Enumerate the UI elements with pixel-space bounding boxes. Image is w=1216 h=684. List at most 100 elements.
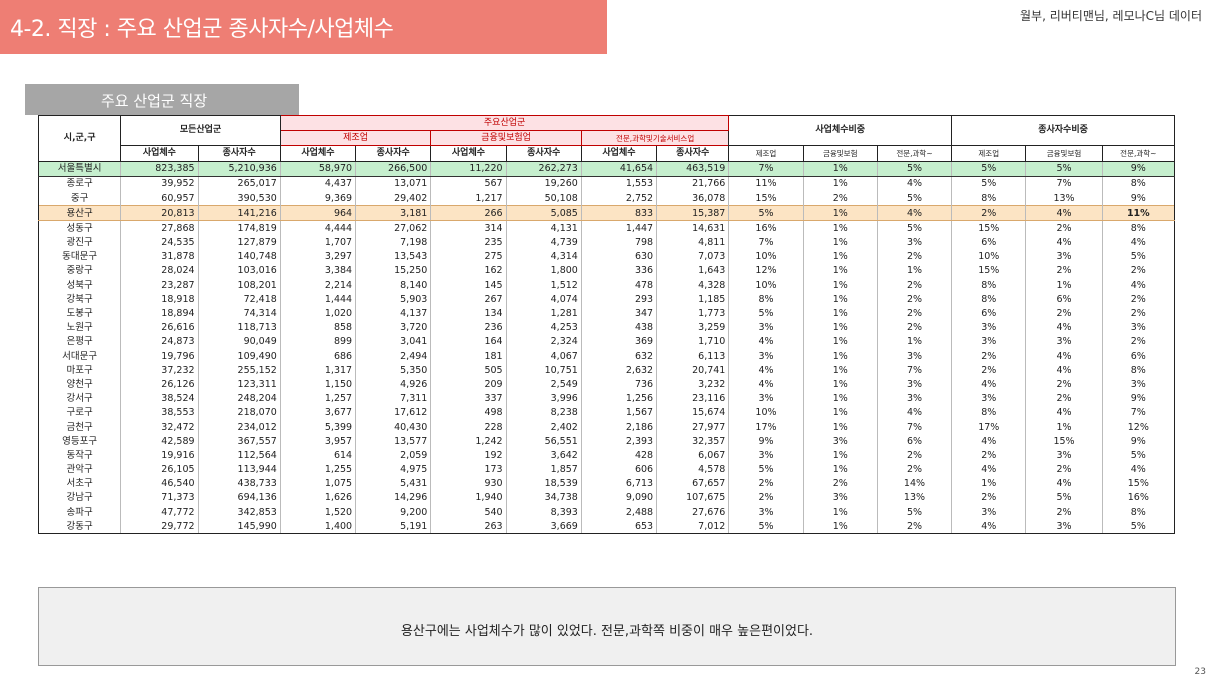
emp-count-cell: 4,926 [355, 377, 432, 392]
ratio-cell: 3% [728, 505, 804, 520]
biz-count-cell: 899 [279, 334, 357, 349]
ratio-cell: 3% [1101, 320, 1176, 335]
emp-count-cell: 342,853 [197, 505, 281, 520]
ratio-cell: 2% [1025, 391, 1103, 406]
table-row: 금천구 32,472 234,012 5,399 40,430 228 2,402 2,186… [37, 419, 1176, 435]
biz-count-cell: 505 [430, 363, 507, 378]
ratio-cell: 9% [1101, 190, 1176, 206]
district-cell: 강남구 [37, 490, 122, 506]
district-cell: 노원구 [37, 320, 122, 335]
biz-count-cell: 173 [430, 462, 507, 477]
emp-count-cell: 1,281 [505, 306, 582, 321]
ratio-cell: 2% [951, 490, 1027, 506]
biz-count-cell: 1,940 [430, 490, 507, 506]
ratio-cell: 3% [802, 434, 878, 449]
ratio-cell: 2% [802, 190, 878, 206]
ratio-cell: 1% [802, 263, 878, 279]
emp-count-cell: 67,657 [656, 476, 730, 491]
ratio-cell: 4% [728, 334, 804, 349]
ratio-cell: 2% [1025, 462, 1103, 477]
district-cell: 구로구 [37, 405, 122, 420]
ratio-cell: 7% [728, 160, 804, 177]
emp-count-cell: 1,710 [656, 334, 730, 349]
ratio-cell: 5% [1101, 519, 1176, 535]
emp-count-cell: 112,564 [197, 448, 281, 463]
biz-count-cell: 314 [430, 220, 507, 236]
table-row: 송파구 47,772 342,853 1,520 9,200 540 8,393 2,488 2… [37, 505, 1176, 520]
emp-count-cell: 118,713 [197, 320, 281, 335]
biz-count-cell: 18,918 [120, 292, 199, 307]
table-row: 동대문구 31,878 140,748 3,297 13,543 275 4,314 630 7… [37, 249, 1176, 264]
table-row: 강남구 71,373 694,136 1,626 14,296 1,940 34,738 9,… [37, 490, 1176, 506]
ratio-cell: 1% [802, 235, 878, 250]
ratio-cell: 4% [1025, 476, 1103, 491]
ratio-cell: 3% [1101, 377, 1176, 392]
ratio-cell: 9% [1101, 391, 1176, 406]
ratio-cell: 5% [1025, 490, 1103, 506]
emp-count-cell: 74,314 [197, 306, 281, 321]
emp-count-cell: 141,216 [197, 205, 281, 222]
emp-count-cell: 5,431 [355, 476, 432, 491]
emp-count-cell: 2,494 [355, 349, 432, 364]
ratio-cell: 3% [876, 391, 953, 406]
ratio-cell: 8% [951, 190, 1027, 206]
emp-count-cell: 34,738 [505, 490, 582, 506]
district-cell: 강동구 [37, 519, 122, 535]
emp-count-cell: 8,238 [505, 405, 582, 420]
emp-count-cell: 4,067 [505, 349, 582, 364]
ratio-cell: 5% [728, 205, 804, 222]
ratio-cell: 2% [1025, 306, 1103, 321]
biz-count-cell: 46,540 [120, 476, 199, 491]
biz-count-cell: 1,075 [279, 476, 357, 491]
emp-count-cell: 3,642 [505, 448, 582, 463]
ratio-cell: 3% [728, 448, 804, 463]
header-emp-count: 종사자수 [656, 145, 730, 162]
emp-count-cell: 109,490 [197, 349, 281, 364]
emp-count-cell: 5,210,936 [197, 160, 281, 177]
ratio-cell: 1% [802, 220, 878, 236]
data-credit: 월부, 리버티맨님, 레모나C님 데이터 [1019, 9, 1202, 23]
ratio-cell: 4% [1025, 363, 1103, 378]
ratio-cell: 3% [876, 235, 953, 250]
district-cell: 광진구 [37, 235, 122, 250]
biz-count-cell: 686 [279, 349, 357, 364]
biz-count-cell: 27,868 [120, 220, 199, 236]
ratio-cell: 3% [876, 377, 953, 392]
biz-count-cell: 145 [430, 278, 507, 293]
ratio-cell: 3% [802, 490, 878, 506]
ratio-cell: 3% [951, 391, 1027, 406]
biz-count-cell: 134 [430, 306, 507, 321]
ratio-cell: 12% [1101, 419, 1176, 435]
district-cell: 은평구 [37, 334, 122, 349]
ratio-cell: 4% [728, 363, 804, 378]
emp-count-cell: 17,612 [355, 405, 432, 420]
ratio-cell: 4% [1025, 349, 1103, 364]
ratio-cell: 15% [1025, 434, 1103, 449]
ratio-cell: 2% [1025, 263, 1103, 279]
ratio-cell: 2% [1101, 292, 1176, 307]
table-row: 동작구 19,916 112,564 614 2,059 192 3,642 428 6,067… [37, 448, 1176, 463]
emp-count-cell: 13,577 [355, 434, 432, 449]
district-cell: 금천구 [37, 419, 122, 435]
header-biz-count: 사업체수 [580, 145, 658, 162]
ratio-cell: 15% [728, 190, 804, 206]
ratio-cell: 3% [1025, 519, 1103, 535]
biz-count-cell: 1,317 [279, 363, 357, 378]
section-tab-label: 주요 산업군 직장 [101, 92, 208, 110]
ratio-cell: 12% [728, 263, 804, 279]
table-row: 서초구 46,540 438,733 1,075 5,431 930 18,539 6,713… [37, 476, 1176, 491]
biz-count-cell: 833 [580, 205, 658, 222]
emp-count-cell: 40,430 [355, 419, 432, 435]
ratio-cell: 2% [728, 476, 804, 491]
emp-count-cell: 14,631 [656, 220, 730, 236]
emp-count-cell: 255,152 [197, 363, 281, 378]
biz-count-cell: 2,393 [580, 434, 658, 449]
table-row: 구로구 38,553 218,070 3,677 17,612 498 8,238 1,567… [37, 405, 1176, 420]
ratio-cell: 4% [1025, 405, 1103, 420]
biz-count-cell: 1,553 [580, 176, 658, 191]
ratio-cell: 2% [876, 320, 953, 335]
header-all-industry: 모든산업군 [120, 114, 281, 147]
ratio-cell: 8% [1101, 505, 1176, 520]
biz-count-cell: 235 [430, 235, 507, 250]
biz-count-cell: 275 [430, 249, 507, 264]
